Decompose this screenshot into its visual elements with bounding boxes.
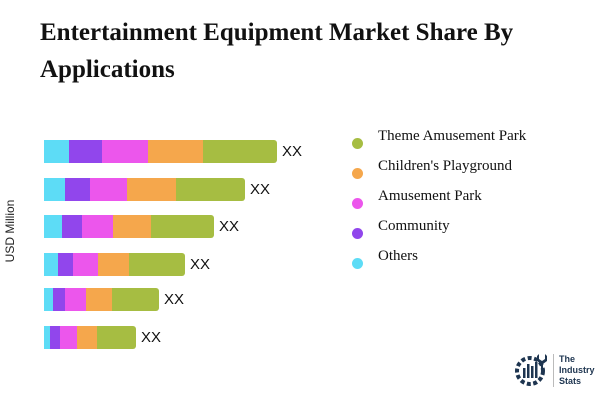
bar-segment-theme-amusement-park: [97, 326, 136, 349]
bar-segment-community: [50, 326, 60, 349]
logo-text: The Industry Stats: [553, 353, 595, 387]
brand-logo: The Industry Stats: [513, 352, 595, 388]
legend-dot-icon: [352, 168, 363, 179]
bar-row: XX: [44, 215, 239, 238]
chart-title: Entertainment Equipment Market Share By …: [40, 19, 514, 83]
bar-segment-children-s-playground: [98, 253, 129, 276]
legend-item: Children's Playground: [352, 158, 512, 179]
bar-segment-amusement-park: [73, 253, 98, 276]
bar-segment-children-s-playground: [86, 288, 112, 311]
bar-segment-theme-amusement-park: [112, 288, 159, 311]
bar-segment-amusement-park: [90, 178, 127, 201]
bar-segment-community: [58, 253, 73, 276]
bar-segment-theme-amusement-park: [129, 253, 185, 276]
legend-label: Theme Amusement Park: [378, 128, 527, 144]
bar-segment-children-s-playground: [77, 326, 97, 349]
bar-segment-community: [69, 140, 102, 163]
legend-label: Others: [378, 248, 418, 264]
bar-value-label: XX: [190, 256, 211, 273]
bar-segment-children-s-playground: [113, 215, 151, 238]
bar-segment-others: [44, 178, 65, 201]
bar-row: XX: [44, 253, 210, 276]
stacked-bar: [44, 288, 159, 311]
bar-segment-others: [44, 140, 69, 163]
legend-item: Community: [352, 218, 450, 239]
bar-segment-amusement-park: [65, 288, 86, 311]
stacked-bar: [44, 178, 245, 201]
legend-item: Amusement Park: [352, 188, 482, 209]
bar-segment-others: [44, 253, 58, 276]
legend-label: Children's Playground: [378, 158, 512, 174]
bar-segment-community: [65, 178, 90, 201]
legend-dot-icon: [352, 138, 363, 149]
legend-dot-icon: [352, 198, 363, 209]
bar-segment-children-s-playground: [127, 178, 176, 201]
legend-item: Others: [352, 248, 418, 269]
bar-segment-children-s-playground: [148, 140, 203, 163]
legend-label: Community: [378, 218, 450, 234]
stacked-bar: [44, 215, 214, 238]
bar-value-label: XX: [219, 218, 240, 235]
bar-value-label: XX: [141, 329, 162, 346]
gear-wrench-logo-icon: [515, 354, 547, 386]
bar-row: XX: [44, 288, 184, 311]
bar-value-label: XX: [164, 291, 185, 308]
bar-segment-amusement-park: [102, 140, 148, 163]
bar-segment-amusement-park: [60, 326, 77, 349]
bar-segment-theme-amusement-park: [151, 215, 214, 238]
bar-row: XX: [44, 140, 302, 163]
y-axis-label: USD Million: [3, 199, 17, 263]
bar-segment-others: [44, 215, 62, 238]
stacked-bar: [44, 326, 136, 349]
bar-row: XX: [44, 178, 270, 201]
legend-dot-icon: [352, 258, 363, 269]
bar-value-label: XX: [282, 143, 303, 160]
bar-segment-theme-amusement-park: [203, 140, 277, 163]
legend-item: Theme Amusement Park: [352, 128, 526, 149]
bar-segment-community: [62, 215, 82, 238]
bar-value-label: XX: [250, 181, 271, 198]
stacked-bar: [44, 140, 277, 163]
legend-dot-icon: [352, 228, 363, 239]
bar-row: XX: [44, 326, 161, 349]
bar-segment-amusement-park: [82, 215, 113, 238]
stacked-bar: [44, 253, 185, 276]
bar-segment-others: [44, 288, 53, 311]
bar-segment-theme-amusement-park: [176, 178, 245, 201]
bar-segment-others: [44, 326, 50, 349]
bar-segment-community: [53, 288, 65, 311]
legend-label: Amusement Park: [378, 188, 482, 204]
